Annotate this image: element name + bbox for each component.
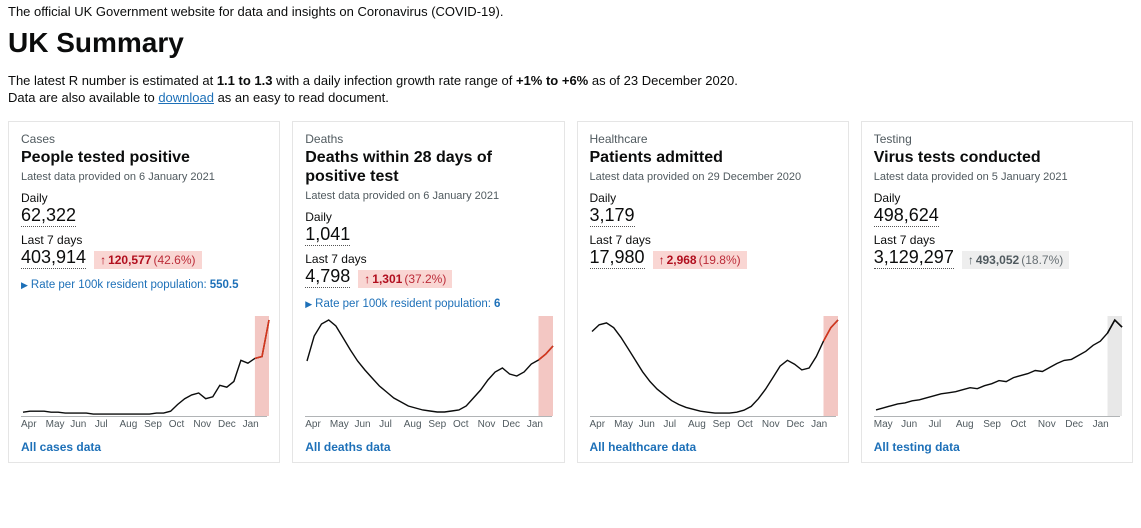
- chart-x-axis: AprMayJunJulAugSepOctNovDecJan: [590, 416, 836, 430]
- daily-value: 1,041: [305, 224, 350, 246]
- change-number: 493,052: [976, 253, 1019, 267]
- download-line: Data are also available to download as a…: [8, 90, 1133, 105]
- card-latest-date: Latest data provided on 6 January 2021: [21, 171, 267, 183]
- change-badge: ↑ 1,301 (37.2%): [358, 270, 452, 288]
- daily-label: Daily: [305, 210, 551, 224]
- card-category: Deaths: [305, 132, 551, 146]
- change-percent: (18.7%): [1021, 253, 1063, 267]
- arrow-up-icon: ↑: [100, 253, 106, 267]
- sparkline-chart: [21, 316, 271, 416]
- rate-value: 6: [494, 298, 500, 310]
- change-number: 2,968: [667, 253, 697, 267]
- arrow-up-icon: ↑: [364, 272, 370, 286]
- arrow-up-icon: ↑: [659, 253, 665, 267]
- change-badge: ↑ 120,577 (42.6%): [94, 251, 201, 269]
- triangle-right-icon: ▶: [21, 280, 28, 291]
- triangle-right-icon: ▶: [305, 299, 312, 310]
- change-number: 120,577: [108, 253, 151, 267]
- last7-value: 403,914: [21, 247, 86, 269]
- card-title: Deaths within 28 days of positive test: [305, 148, 551, 186]
- rate-label: Rate per 100k resident population:: [31, 279, 207, 291]
- rate-label: Rate per 100k resident population:: [315, 298, 491, 310]
- rate-per-100k-toggle[interactable]: ▶ Rate per 100k resident population: 550…: [21, 279, 267, 291]
- all-data-link[interactable]: All cases data: [21, 440, 267, 454]
- last7-label: Last 7 days: [305, 252, 551, 266]
- summary-cards: Cases People tested positive Latest data…: [8, 121, 1133, 463]
- last7-label: Last 7 days: [874, 233, 1120, 247]
- last7-label: Last 7 days: [590, 233, 836, 247]
- card-chart: AprMayJunJulAugSepOctNovDecJan: [590, 316, 836, 430]
- r-number-line: The latest R number is estimated at 1.1 …: [8, 73, 1133, 88]
- summary-card-healthcare: Healthcare Patients admitted Latest data…: [577, 121, 849, 463]
- daily-label: Daily: [590, 191, 836, 205]
- all-data-link[interactable]: All deaths data: [305, 440, 551, 454]
- change-badge: ↑ 2,968 (19.8%): [653, 251, 747, 269]
- summary-card-deaths: Deaths Deaths within 28 days of positive…: [292, 121, 564, 463]
- change-percent: (19.8%): [699, 253, 741, 267]
- card-chart: AprMayJunJulAugSepOctNovDecJan: [21, 316, 267, 430]
- daily-label: Daily: [874, 191, 1120, 205]
- daily-value: 498,624: [874, 205, 939, 227]
- download-link[interactable]: download: [158, 90, 214, 105]
- card-latest-date: Latest data provided on 29 December 2020: [590, 171, 836, 183]
- sparkline-chart: [590, 316, 840, 416]
- sparkline-chart: [874, 316, 1124, 416]
- card-category: Testing: [874, 132, 1120, 146]
- page-title: UK Summary: [8, 27, 1133, 59]
- card-latest-date: Latest data provided on 5 January 2021: [874, 171, 1120, 183]
- card-chart: AprMayJunJulAugSepOctNovDecJan: [305, 316, 551, 430]
- change-badge: ↑ 493,052 (18.7%): [962, 251, 1069, 269]
- card-chart: MayJunJulAugSepOctNovDecJan: [874, 316, 1120, 430]
- change-number: 1,301: [372, 272, 402, 286]
- summary-card-testing: Testing Virus tests conducted Latest dat…: [861, 121, 1133, 463]
- site-intro: The official UK Government website for d…: [8, 4, 1133, 19]
- summary-card-cases: Cases People tested positive Latest data…: [8, 121, 280, 463]
- daily-value: 3,179: [590, 205, 635, 227]
- last7-value: 17,980: [590, 247, 645, 269]
- arrow-up-icon: ↑: [968, 253, 974, 267]
- chart-x-axis: AprMayJunJulAugSepOctNovDecJan: [305, 416, 551, 430]
- card-category: Cases: [21, 132, 267, 146]
- last7-value: 4,798: [305, 266, 350, 288]
- rate-per-100k-toggle[interactable]: ▶ Rate per 100k resident population: 6: [305, 298, 551, 310]
- card-latest-date: Latest data provided on 6 January 2021: [305, 190, 551, 202]
- card-title: People tested positive: [21, 148, 267, 167]
- all-data-link[interactable]: All testing data: [874, 440, 1120, 454]
- card-title: Virus tests conducted: [874, 148, 1120, 167]
- daily-value: 62,322: [21, 205, 76, 227]
- rate-value: 550.5: [210, 279, 239, 291]
- chart-x-axis: MayJunJulAugSepOctNovDecJan: [874, 416, 1120, 430]
- change-percent: (37.2%): [404, 272, 446, 286]
- sparkline-chart: [305, 316, 555, 416]
- daily-label: Daily: [21, 191, 267, 205]
- all-data-link[interactable]: All healthcare data: [590, 440, 836, 454]
- card-category: Healthcare: [590, 132, 836, 146]
- change-percent: (42.6%): [153, 253, 195, 267]
- last7-label: Last 7 days: [21, 233, 267, 247]
- chart-x-axis: AprMayJunJulAugSepOctNovDecJan: [21, 416, 267, 430]
- last7-value: 3,129,297: [874, 247, 954, 269]
- card-title: Patients admitted: [590, 148, 836, 167]
